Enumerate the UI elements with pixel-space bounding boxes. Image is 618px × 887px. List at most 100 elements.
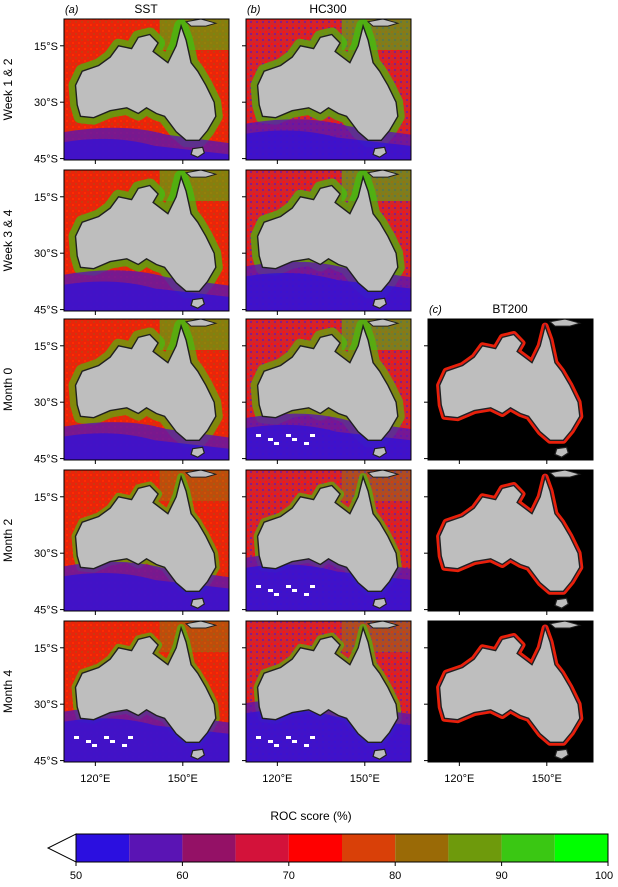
tasmania-land bbox=[372, 748, 388, 760]
australia-land bbox=[74, 323, 217, 441]
map-panel-hc300-1 bbox=[242, 169, 412, 315]
below-threshold-patch bbox=[286, 736, 291, 739]
panel-label: (c) bbox=[429, 304, 442, 316]
below-threshold-patch bbox=[86, 740, 91, 743]
row-label: Month 4 bbox=[1, 669, 15, 713]
map-panel-sst-1: 15°S 30°S 45°S bbox=[34, 169, 230, 317]
below-threshold-patch bbox=[274, 744, 279, 747]
below-threshold-patch bbox=[268, 438, 273, 441]
southern-lowest-score-region bbox=[246, 130, 411, 160]
below-threshold-patch bbox=[104, 736, 109, 739]
below-threshold-patch bbox=[304, 744, 309, 747]
below-threshold-patch bbox=[122, 744, 127, 747]
below-threshold-patch bbox=[268, 589, 273, 592]
below-threshold-patch bbox=[92, 744, 97, 747]
colorbar-tick-label: 60 bbox=[176, 870, 188, 882]
lat-label: 30°S bbox=[34, 548, 58, 560]
tasmania-land bbox=[190, 146, 206, 158]
lat-label: 45°S bbox=[34, 756, 58, 768]
colorbar-frame bbox=[75, 833, 609, 863]
tasmania-land bbox=[372, 597, 388, 609]
tasmania-land bbox=[190, 446, 206, 458]
row-label: Week 3 & 4 bbox=[1, 209, 15, 271]
southern-lowest-score-region bbox=[64, 138, 229, 160]
southern-lowest-score-region bbox=[246, 272, 411, 311]
panel-frame bbox=[245, 469, 412, 612]
colorbar-swatch bbox=[76, 834, 130, 862]
lat-label: 45°S bbox=[34, 605, 58, 617]
tasmania-land bbox=[554, 748, 570, 760]
below-threshold-patch bbox=[74, 736, 79, 739]
australia-land bbox=[256, 625, 399, 743]
australia-land bbox=[74, 474, 217, 592]
tasmania-land bbox=[190, 748, 206, 760]
colorbar-tick-label: 100 bbox=[595, 870, 613, 882]
panel-frame bbox=[63, 18, 230, 161]
southern-lowest-score-region bbox=[64, 433, 229, 460]
lon-label: 120°E bbox=[262, 773, 292, 785]
colorbar-swatch bbox=[448, 834, 502, 862]
below-threshold-patch bbox=[286, 585, 291, 588]
map-panel-hc300-3 bbox=[242, 469, 412, 615]
lat-label: 45°S bbox=[34, 154, 58, 166]
australia-land bbox=[438, 474, 581, 592]
colorbar-tick-label: 90 bbox=[495, 870, 507, 882]
panel-frame bbox=[427, 469, 594, 612]
map-panel-bt200-4: 120°E 150°E bbox=[424, 620, 594, 785]
panel-title: BT200 bbox=[492, 302, 528, 316]
panel-title: HC300 bbox=[309, 2, 347, 16]
tasmania-land bbox=[372, 146, 388, 158]
lon-label: 150°E bbox=[168, 773, 198, 785]
colorbar-tick-label: 80 bbox=[389, 870, 401, 882]
colorbar-below-arrow bbox=[46, 833, 77, 863]
below-threshold-patch bbox=[256, 434, 261, 437]
lat-label: 30°S bbox=[34, 248, 58, 260]
below-threshold-patch bbox=[310, 736, 315, 739]
colorbar-swatch bbox=[395, 834, 449, 862]
map-panel-bt200-2 bbox=[424, 318, 594, 464]
lat-label: 15°S bbox=[34, 41, 58, 53]
southern-lowest-score-region bbox=[64, 572, 229, 611]
below-threshold-patch bbox=[274, 593, 279, 596]
tasmania-land bbox=[190, 297, 206, 309]
lat-label: 45°S bbox=[34, 454, 58, 466]
lat-label: 30°S bbox=[34, 699, 58, 711]
map-panel-sst-2: 15°S 30°S 45°S bbox=[34, 318, 230, 466]
row-label: Month 0 bbox=[1, 367, 15, 411]
map-panel-sst-0: 15°S 30°S 45°S bbox=[34, 18, 230, 166]
lat-label: 15°S bbox=[34, 341, 58, 353]
below-threshold-patch bbox=[292, 438, 297, 441]
below-threshold-patch bbox=[256, 736, 261, 739]
australia-land bbox=[438, 323, 581, 441]
panel-frame bbox=[427, 318, 594, 461]
australia-land bbox=[256, 23, 399, 142]
below-threshold-patch bbox=[110, 740, 115, 743]
tasmania-land bbox=[190, 597, 206, 609]
colorbar-swatch bbox=[342, 834, 396, 862]
row-label: Month 2 bbox=[1, 518, 15, 562]
below-threshold-patch bbox=[304, 442, 309, 445]
panel-frame bbox=[63, 469, 230, 612]
lat-label: 15°S bbox=[34, 643, 58, 655]
map-panel-hc300-2 bbox=[242, 318, 412, 464]
australia-land bbox=[256, 474, 399, 592]
panel-frame bbox=[245, 620, 412, 763]
australia-land bbox=[438, 625, 581, 743]
panel-frame bbox=[63, 169, 230, 312]
panel-frame bbox=[63, 318, 230, 461]
below-threshold-patch bbox=[304, 593, 309, 596]
lat-label: 15°S bbox=[34, 192, 58, 204]
below-threshold-patch bbox=[292, 740, 297, 743]
australia-land bbox=[256, 323, 399, 441]
lon-label: 120°E bbox=[80, 773, 110, 785]
lat-label: 30°S bbox=[34, 397, 58, 409]
lon-label: 120°E bbox=[444, 773, 474, 785]
below-threshold-patch bbox=[310, 585, 315, 588]
tasmania-land bbox=[554, 446, 570, 458]
tasmania-land bbox=[372, 446, 388, 458]
map-panel-bt200-3 bbox=[424, 469, 594, 615]
colorbar-swatch bbox=[501, 834, 555, 862]
map-panel-sst-4: 15°S 30°S 45°S 120°E 150°E bbox=[34, 620, 230, 785]
panel-frame bbox=[245, 318, 412, 461]
